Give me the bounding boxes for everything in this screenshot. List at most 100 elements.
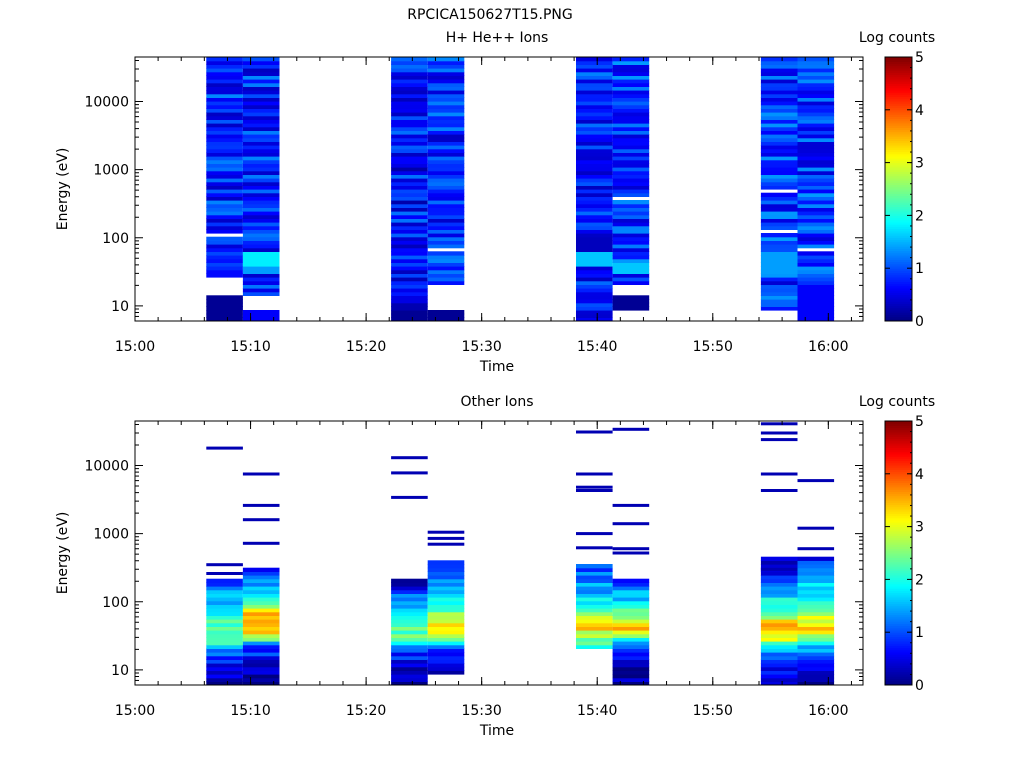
colorbar-gradient-step [885,239,912,243]
x-axis: 15:00 15:10 15:20 15:30 15:40 15:50 16:00 [115,57,852,355]
colorbar-tick-label: 1 [915,625,924,641]
energy-bin-cell [391,262,428,267]
energy-bin-cell [760,295,798,300]
energy-bin-cell [612,137,650,142]
colorbar-gradient-step [885,680,912,684]
energy-bin-cell [612,251,650,256]
energy-bin-cell [242,604,280,609]
energy-bin-cell [242,71,280,76]
energy-bin-cell [391,633,428,638]
energy-bin-cell [391,310,428,315]
energy-bin-cell [576,582,613,587]
energy-bin-cell [391,652,428,657]
energy-bin-cell [427,104,465,109]
energy-bin-cell [427,152,465,157]
energy-bin-cell [391,192,428,197]
colorbar-gradient-step [885,292,912,296]
isolated-count-line [760,567,798,571]
energy-bin-cell [391,79,428,84]
energy-bin-cell [391,148,428,153]
energy-bin-cell [576,604,613,609]
energy-bin-cell [760,663,798,668]
colorbar-gradient-step [885,643,912,646]
energy-bin-cell [391,284,428,289]
energy-bin-cell [797,659,835,664]
energy-bin-cell [576,619,613,624]
colorbar-gradient-step [885,307,912,311]
isolated-count-line [612,551,650,555]
colorbar-gradient-step [885,491,912,495]
energy-bin-cell [391,101,428,106]
colorbar-gradient-step [885,61,912,65]
energy-bin-cell [797,104,835,109]
energy-bin-cell [797,167,835,172]
isolated-count-line [612,503,650,507]
energy-bin-cell [391,644,428,649]
energy-bin-cell [242,148,280,153]
energy-bin-cell [760,586,798,591]
colorbar-tick-label: 0 [915,678,924,694]
energy-bin-cell [391,659,428,664]
energy-bin-cell [612,633,650,638]
colorbar-gradient-step [885,513,912,517]
energy-bin-cell [760,130,798,135]
energy-bin-cell [391,630,428,635]
colorbar-gradient-step [885,647,912,651]
colorbar-gradient-step [885,266,912,269]
energy-bin-cell [576,90,613,95]
energy-bin-cell [797,57,835,62]
energy-bin-cell [760,571,798,576]
energy-bin-cell [242,288,280,293]
energy-bin-cell [427,641,465,646]
colorbar-gradient-step [885,460,912,464]
energy-bin-cell [427,236,465,241]
colorbar-gradient-step [885,542,912,545]
colorbar-gradient-step [885,482,912,486]
energy-bin-cell [612,101,650,106]
colorbar-gradient-step [885,515,912,519]
colorbar-tick-label: 0 [915,314,924,330]
energy-bin-cell [576,600,613,605]
colorbar-gradient-step [885,85,912,89]
energy-bin-cell [427,277,465,282]
energy-bin-cell [760,269,798,274]
colorbar-gradient-step [885,632,912,635]
colorbar-gradient-step [885,627,912,631]
energy-bin-cell [612,181,650,186]
energy-bin-cell [797,575,835,580]
energy-bin-cell [242,600,280,605]
colorbar-gradient-step [885,478,912,481]
energy-bin-cell [427,75,465,80]
energy-bin-cell [612,236,650,241]
energy-bin-cell [612,68,650,73]
colorbar-gradient-step [885,138,912,142]
energy-bin-cell [206,615,243,620]
energy-bin-cell [427,115,465,120]
colorbar-gradient-step [885,158,912,161]
energy-bin-cell [612,123,650,128]
energy-bin-cell [760,615,798,620]
energy-bin-cell [427,251,465,256]
colorbar-gradient-step [885,79,912,82]
energy-bin-cell [242,163,280,168]
energy-bin-cell [576,145,613,150]
colorbar-gradient-step [885,215,912,219]
energy-bin-cell [576,57,613,62]
colorbar-gradient-step [885,612,912,616]
energy-bin-cell [391,611,428,616]
energy-bin-cell [797,600,835,605]
energy-bin-cell [612,207,650,212]
energy-bin-cell [427,126,465,131]
energy-bin-cell [612,108,650,113]
colorbar-gradient-step [885,484,912,488]
energy-bin-cell [391,167,428,172]
colorbar-gradient-step [885,495,912,499]
energy-bin-cell [760,608,798,613]
energy-bin-cell [797,75,835,80]
energy-bin-cell [206,163,243,168]
energy-bin-cell [242,119,280,124]
energy-bin-cell [612,277,650,282]
energy-bin-cell [760,677,798,682]
colorbar-gradient-step [885,456,912,459]
